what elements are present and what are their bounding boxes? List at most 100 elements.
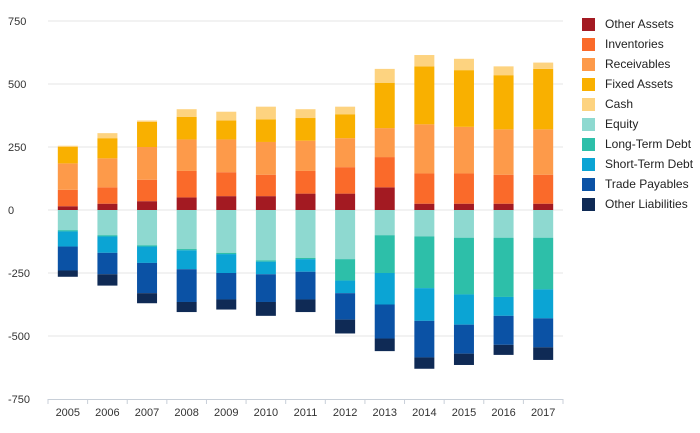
legend-item[interactable]: Fixed Assets	[582, 74, 698, 94]
bar-trade-payables-2005	[57, 246, 78, 271]
x-tick-label: 2009	[214, 407, 238, 419]
legend-item[interactable]: Long-Term Debt	[582, 134, 698, 154]
bar-cash-2008	[176, 109, 197, 117]
bar-long-term-debt-2007	[137, 245, 158, 247]
legend-item[interactable]: Inventories	[582, 34, 698, 54]
legend-label: Long-Term Debt	[605, 137, 692, 151]
bar-inventories-2005	[57, 189, 78, 207]
bar-fixed-assets-2013	[374, 82, 395, 129]
bar-receivables-2013	[374, 128, 395, 158]
bar-other-assets-2009	[216, 196, 237, 210]
bar-other-liabilities-2009	[216, 299, 237, 310]
bar-receivables-2010	[255, 141, 276, 175]
legend-label: Short-Term Debt	[605, 157, 694, 171]
bar-other-assets-2013	[374, 187, 395, 210]
legend-item[interactable]: Equity	[582, 114, 698, 134]
bar-inventories-2007	[137, 179, 158, 202]
bar-other-liabilities-2016	[493, 344, 514, 355]
bar-fixed-assets-2005	[57, 147, 78, 164]
bar-equity-2005	[57, 210, 78, 231]
bar-fixed-assets-2010	[255, 119, 276, 142]
bar-inventories-2011	[295, 170, 316, 194]
legend-swatch	[582, 77, 595, 91]
bar-other-liabilities-2017	[533, 347, 554, 360]
bar-fixed-assets-2012	[335, 114, 356, 139]
x-tick-label: 2006	[95, 407, 119, 419]
legend-swatch	[582, 37, 595, 51]
bar-cash-2017	[533, 62, 554, 69]
legend-swatch	[582, 157, 595, 171]
bar-trade-payables-2006	[97, 252, 118, 275]
bar-short-term-debt-2010	[255, 261, 276, 275]
bar-long-term-debt-2008	[176, 249, 197, 251]
bar-other-assets-2016	[493, 203, 514, 210]
bar-cash-2009	[216, 111, 237, 121]
bar-long-term-debt-2011	[295, 257, 316, 260]
bar-equity-2017	[533, 210, 554, 238]
bar-long-term-debt-2006	[97, 235, 118, 237]
bar-short-term-debt-2013	[374, 273, 395, 305]
bar-long-term-debt-2012	[335, 259, 356, 281]
bar-other-assets-2015	[453, 203, 474, 210]
x-tick-label: 2010	[254, 407, 278, 419]
bar-other-liabilities-2015	[453, 353, 474, 365]
x-tick-label: 2016	[491, 407, 515, 419]
legend-label: Trade Payables	[605, 177, 689, 191]
x-tick-label: 2007	[135, 407, 159, 419]
bar-other-assets-2005	[57, 206, 78, 210]
legend-item[interactable]: Receivables	[582, 54, 698, 74]
bar-receivables-2014	[414, 124, 435, 174]
bar-long-term-debt-2010	[255, 260, 276, 262]
bar-cash-2012	[335, 106, 356, 115]
legend-swatch	[582, 177, 595, 191]
legend-item[interactable]: Other Liabilities	[582, 194, 698, 214]
bar-inventories-2013	[374, 157, 395, 188]
bar-trade-payables-2013	[374, 304, 395, 339]
legend-swatch	[582, 17, 595, 31]
bar-long-term-debt-2009	[216, 252, 237, 255]
bar-trade-payables-2017	[533, 318, 554, 348]
bar-inventories-2008	[176, 170, 197, 198]
bar-inventories-2016	[493, 174, 514, 204]
legend-item[interactable]: Trade Payables	[582, 174, 698, 194]
bar-cash-2016	[493, 66, 514, 76]
bar-short-term-debt-2009	[216, 254, 237, 273]
legend-item[interactable]: Cash	[582, 94, 698, 114]
bar-trade-payables-2007	[137, 262, 158, 294]
bar-short-term-debt-2008	[176, 250, 197, 270]
bar-other-liabilities-2012	[335, 319, 356, 334]
bar-short-term-debt-2005	[57, 231, 78, 247]
bar-receivables-2016	[493, 129, 514, 175]
bar-trade-payables-2009	[216, 273, 237, 300]
legend-item[interactable]: Short-Term Debt	[582, 154, 698, 174]
bar-fixed-assets-2009	[216, 120, 237, 140]
bar-other-assets-2014	[414, 203, 435, 210]
bar-fixed-assets-2007	[137, 121, 158, 147]
x-tick-label: 2011	[294, 407, 318, 419]
bar-fixed-assets-2014	[414, 66, 435, 125]
bar-fixed-assets-2008	[176, 116, 197, 140]
bar-fixed-assets-2016	[493, 75, 514, 130]
bar-cash-2010	[255, 106, 276, 120]
bar-inventories-2006	[97, 187, 118, 204]
bar-other-assets-2006	[97, 203, 118, 210]
bar-other-assets-2010	[255, 196, 276, 210]
bar-receivables-2007	[137, 147, 158, 180]
bar-cash-2014	[414, 55, 435, 67]
x-tick-label: 2017	[531, 407, 555, 419]
bar-equity-2013	[374, 210, 395, 236]
bar-equity-2016	[493, 210, 514, 238]
bar-long-term-debt-2005	[57, 230, 78, 232]
bar-trade-payables-2012	[335, 293, 356, 320]
bar-trade-payables-2015	[453, 324, 474, 354]
bar-equity-2010	[255, 210, 276, 261]
y-tick-label: -250	[8, 268, 30, 280]
bar-equity-2008	[176, 210, 197, 250]
bar-long-term-debt-2016	[493, 237, 514, 297]
bar-trade-payables-2011	[295, 271, 316, 300]
bar-long-term-debt-2017	[533, 237, 554, 290]
bar-equity-2006	[97, 210, 118, 236]
legend-item[interactable]: Other Assets	[582, 14, 698, 34]
x-tick-label: 2005	[56, 407, 80, 419]
